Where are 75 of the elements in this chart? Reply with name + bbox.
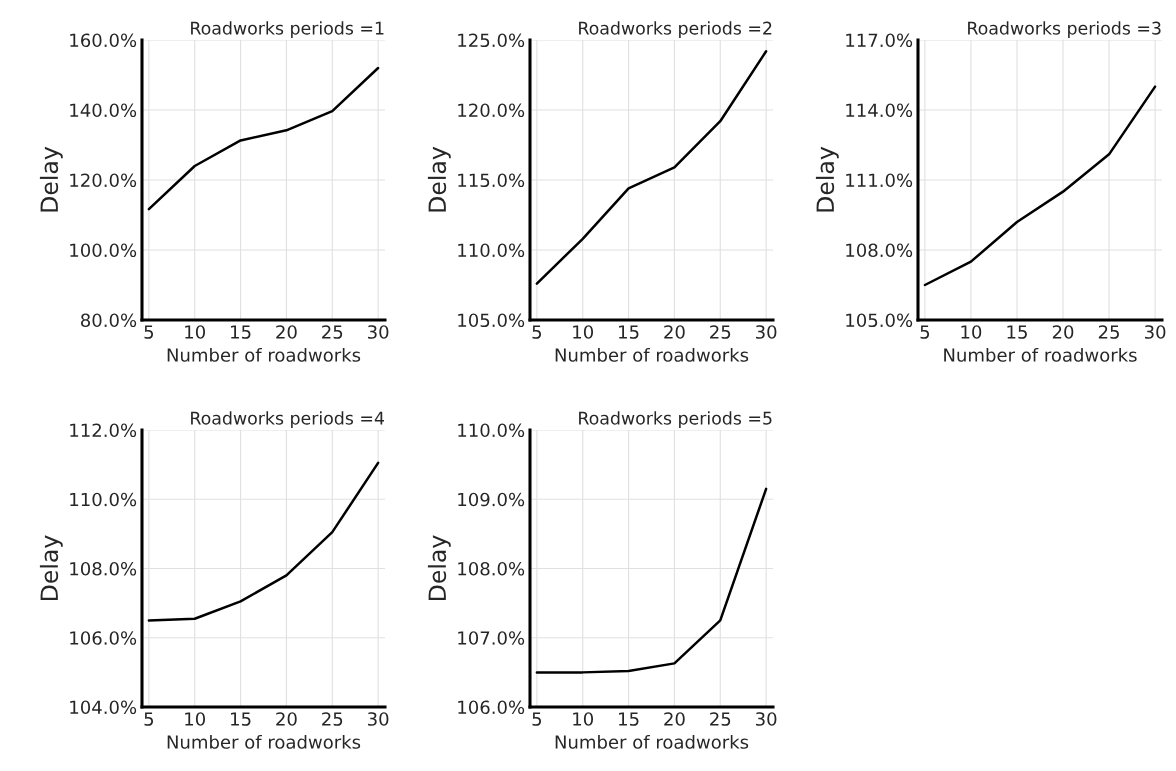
y-tick-label: 107.0% <box>458 631 525 645</box>
x-tick-label: 15 <box>1007 325 1027 339</box>
y-tick-label: 160.0% <box>70 33 137 48</box>
y-tick-label: 117.0% <box>846 33 913 48</box>
x-tick-label: 10 <box>573 325 594 339</box>
y-tick-label: 108.0% <box>846 243 913 258</box>
x-tick-label: 20 <box>276 325 297 339</box>
x-tick-label: 15 <box>619 712 639 726</box>
chart-title: Roadworks periods =2 <box>579 21 772 39</box>
x-tick-label: 5 <box>532 712 542 726</box>
x-tick-label: 10 <box>573 712 594 726</box>
y-tick-label: 111.0% <box>846 173 913 188</box>
y-tick-label: 114.0% <box>846 103 913 118</box>
x-axis-title: Number of roadworks <box>944 347 1137 362</box>
chart-title: Roadworks periods =5 <box>579 411 772 429</box>
x-tick-label: 30 <box>368 325 389 339</box>
x-tick-label: 15 <box>619 325 639 339</box>
x-tick-label: 25 <box>710 712 731 726</box>
line-series <box>147 66 380 211</box>
chart-title: Roadworks periods =4 <box>191 411 385 429</box>
y-tick-label: 125.0% <box>458 33 525 48</box>
y-axis-title: Delay <box>815 146 839 212</box>
x-tick-label: 5 <box>144 712 154 726</box>
chart-title: Roadworks periods =1 <box>191 21 384 39</box>
x-tick-label: 15 <box>231 325 251 339</box>
x-tick-label: 15 <box>231 712 251 726</box>
line-series <box>535 487 768 674</box>
y-tick-label: 120.0% <box>70 173 137 188</box>
y-axis-title: Delay <box>39 146 63 212</box>
y-tick-label: 106.0% <box>458 700 525 715</box>
x-tick-label: 20 <box>276 712 297 726</box>
y-tick-label: 105.0% <box>846 313 913 328</box>
y-tick-label: 120.0% <box>458 103 525 118</box>
x-tick-label: 10 <box>961 325 982 339</box>
y-tick-label: 115.0% <box>458 173 525 188</box>
x-axis-title: Number of roadworks <box>167 734 361 749</box>
x-tick-label: 25 <box>322 712 343 726</box>
x-axis-title: Number of roadworks <box>555 347 749 362</box>
x-tick-label: 30 <box>1144 325 1166 339</box>
x-tick-label: 30 <box>756 325 777 339</box>
line-series <box>923 85 1157 287</box>
x-tick-label: 10 <box>185 325 206 339</box>
y-tick-label: 108.0% <box>70 561 137 576</box>
y-tick-label: 109.0% <box>458 492 525 507</box>
x-tick-label: 25 <box>710 325 731 339</box>
line-series <box>147 461 380 622</box>
y-axis-title: Delay <box>427 146 451 212</box>
y-tick-label: 80.0% <box>81 313 137 328</box>
y-tick-label: 104.0% <box>70 700 137 715</box>
x-axis-title: Number of roadworks <box>555 734 749 749</box>
y-tick-label: 100.0% <box>70 243 137 258</box>
y-tick-label: 110.0% <box>70 492 137 507</box>
x-tick-label: 20 <box>1052 325 1074 339</box>
x-tick-label: 5 <box>920 325 930 339</box>
chart-title: Roadworks periods =3 <box>968 21 1161 39</box>
x-tick-label: 5 <box>532 325 542 339</box>
y-tick-label: 108.0% <box>458 561 525 576</box>
x-tick-label: 30 <box>756 712 777 726</box>
y-tick-label: 110.0% <box>458 423 525 438</box>
y-tick-label: 105.0% <box>458 313 525 328</box>
x-tick-label: 10 <box>185 712 206 726</box>
x-tick-label: 20 <box>664 325 685 339</box>
x-tick-label: 20 <box>664 712 685 726</box>
x-tick-label: 25 <box>1098 325 1119 339</box>
line-series <box>535 49 768 285</box>
x-tick-label: 30 <box>368 712 389 726</box>
x-tick-label: 5 <box>144 325 154 339</box>
y-axis-title: Delay <box>427 535 451 601</box>
y-tick-label: 112.0% <box>70 423 137 438</box>
y-tick-label: 140.0% <box>70 103 137 118</box>
y-axis-title: Delay <box>39 535 63 601</box>
x-axis-title: Number of roadworks <box>167 347 361 362</box>
x-tick-label: 25 <box>322 325 343 339</box>
y-tick-label: 106.0% <box>70 631 137 645</box>
y-tick-label: 110.0% <box>458 243 525 258</box>
